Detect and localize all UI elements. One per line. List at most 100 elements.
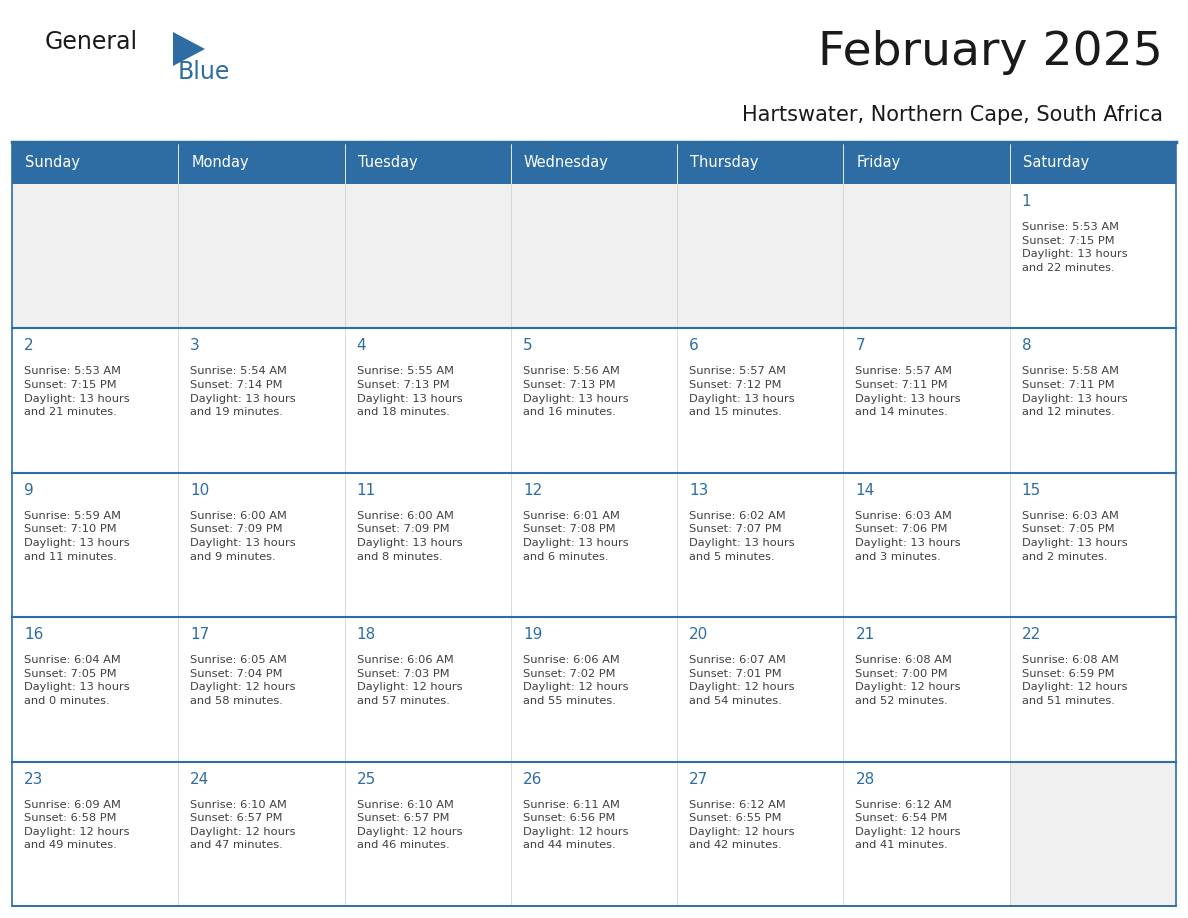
Text: Sunrise: 6:04 AM
Sunset: 7:05 PM
Daylight: 13 hours
and 0 minutes.: Sunrise: 6:04 AM Sunset: 7:05 PM Dayligh…: [24, 655, 129, 706]
Text: Sunrise: 6:07 AM
Sunset: 7:01 PM
Daylight: 12 hours
and 54 minutes.: Sunrise: 6:07 AM Sunset: 7:01 PM Dayligh…: [689, 655, 795, 706]
Bar: [1010, 329, 1176, 473]
Bar: [843, 762, 1010, 906]
Bar: [12, 142, 178, 184]
Text: Sunrise: 6:00 AM
Sunset: 7:09 PM
Daylight: 13 hours
and 9 minutes.: Sunrise: 6:00 AM Sunset: 7:09 PM Dayligh…: [190, 510, 296, 562]
Text: Sunrise: 6:02 AM
Sunset: 7:07 PM
Daylight: 13 hours
and 5 minutes.: Sunrise: 6:02 AM Sunset: 7:07 PM Dayligh…: [689, 510, 795, 562]
Bar: [843, 617, 1010, 762]
Bar: [178, 184, 345, 329]
Bar: [677, 473, 843, 617]
Text: Sunrise: 6:12 AM
Sunset: 6:54 PM
Daylight: 12 hours
and 41 minutes.: Sunrise: 6:12 AM Sunset: 6:54 PM Dayligh…: [855, 800, 961, 850]
Text: 12: 12: [523, 483, 542, 498]
Text: Sunrise: 6:08 AM
Sunset: 6:59 PM
Daylight: 12 hours
and 51 minutes.: Sunrise: 6:08 AM Sunset: 6:59 PM Dayligh…: [1022, 655, 1127, 706]
Bar: [511, 617, 677, 762]
Bar: [511, 184, 677, 329]
Text: Sunrise: 6:08 AM
Sunset: 7:00 PM
Daylight: 12 hours
and 52 minutes.: Sunrise: 6:08 AM Sunset: 7:00 PM Dayligh…: [855, 655, 961, 706]
Text: 17: 17: [190, 627, 209, 643]
Text: Sunrise: 5:53 AM
Sunset: 7:15 PM
Daylight: 13 hours
and 21 minutes.: Sunrise: 5:53 AM Sunset: 7:15 PM Dayligh…: [24, 366, 129, 417]
Text: 22: 22: [1022, 627, 1041, 643]
Text: Sunrise: 6:12 AM
Sunset: 6:55 PM
Daylight: 12 hours
and 42 minutes.: Sunrise: 6:12 AM Sunset: 6:55 PM Dayligh…: [689, 800, 795, 850]
Text: Sunrise: 6:01 AM
Sunset: 7:08 PM
Daylight: 13 hours
and 6 minutes.: Sunrise: 6:01 AM Sunset: 7:08 PM Dayligh…: [523, 510, 628, 562]
Bar: [345, 617, 511, 762]
Bar: [511, 142, 677, 184]
Bar: [178, 142, 345, 184]
Text: February 2025: February 2025: [819, 30, 1163, 75]
Bar: [1010, 762, 1176, 906]
Text: 11: 11: [356, 483, 375, 498]
Text: Sunrise: 5:54 AM
Sunset: 7:14 PM
Daylight: 13 hours
and 19 minutes.: Sunrise: 5:54 AM Sunset: 7:14 PM Dayligh…: [190, 366, 296, 417]
Text: 6: 6: [689, 339, 699, 353]
Text: 24: 24: [190, 772, 209, 787]
Text: 23: 23: [24, 772, 44, 787]
Text: Tuesday: Tuesday: [358, 155, 417, 171]
Text: 25: 25: [356, 772, 375, 787]
Text: 26: 26: [523, 772, 542, 787]
Text: Sunrise: 5:57 AM
Sunset: 7:11 PM
Daylight: 13 hours
and 14 minutes.: Sunrise: 5:57 AM Sunset: 7:11 PM Dayligh…: [855, 366, 961, 417]
Bar: [677, 762, 843, 906]
Text: Sunrise: 6:00 AM
Sunset: 7:09 PM
Daylight: 13 hours
and 8 minutes.: Sunrise: 6:00 AM Sunset: 7:09 PM Dayligh…: [356, 510, 462, 562]
Text: Sunrise: 6:09 AM
Sunset: 6:58 PM
Daylight: 12 hours
and 49 minutes.: Sunrise: 6:09 AM Sunset: 6:58 PM Dayligh…: [24, 800, 129, 850]
Bar: [345, 142, 511, 184]
Text: 27: 27: [689, 772, 708, 787]
Text: Monday: Monday: [191, 155, 249, 171]
Bar: [1010, 142, 1176, 184]
Text: 5: 5: [523, 339, 532, 353]
Text: 21: 21: [855, 627, 874, 643]
Text: Sunrise: 5:53 AM
Sunset: 7:15 PM
Daylight: 13 hours
and 22 minutes.: Sunrise: 5:53 AM Sunset: 7:15 PM Dayligh…: [1022, 222, 1127, 273]
Bar: [511, 762, 677, 906]
Bar: [12, 617, 178, 762]
Bar: [677, 617, 843, 762]
Text: Sunday: Sunday: [25, 155, 80, 171]
Bar: [12, 329, 178, 473]
Text: 2: 2: [24, 339, 33, 353]
Text: Sunrise: 6:05 AM
Sunset: 7:04 PM
Daylight: 12 hours
and 58 minutes.: Sunrise: 6:05 AM Sunset: 7:04 PM Dayligh…: [190, 655, 296, 706]
Text: 14: 14: [855, 483, 874, 498]
Bar: [843, 473, 1010, 617]
Text: Blue: Blue: [178, 60, 230, 84]
Text: Sunrise: 6:06 AM
Sunset: 7:03 PM
Daylight: 12 hours
and 57 minutes.: Sunrise: 6:06 AM Sunset: 7:03 PM Dayligh…: [356, 655, 462, 706]
Text: Thursday: Thursday: [690, 155, 759, 171]
Bar: [345, 762, 511, 906]
Bar: [677, 142, 843, 184]
Bar: [345, 184, 511, 329]
Text: 20: 20: [689, 627, 708, 643]
Text: 13: 13: [689, 483, 708, 498]
Bar: [677, 184, 843, 329]
Text: Sunrise: 6:10 AM
Sunset: 6:57 PM
Daylight: 12 hours
and 46 minutes.: Sunrise: 6:10 AM Sunset: 6:57 PM Dayligh…: [356, 800, 462, 850]
Text: Sunrise: 6:10 AM
Sunset: 6:57 PM
Daylight: 12 hours
and 47 minutes.: Sunrise: 6:10 AM Sunset: 6:57 PM Dayligh…: [190, 800, 296, 850]
Text: 8: 8: [1022, 339, 1031, 353]
Text: Sunrise: 5:55 AM
Sunset: 7:13 PM
Daylight: 13 hours
and 18 minutes.: Sunrise: 5:55 AM Sunset: 7:13 PM Dayligh…: [356, 366, 462, 417]
Text: Sunrise: 6:11 AM
Sunset: 6:56 PM
Daylight: 12 hours
and 44 minutes.: Sunrise: 6:11 AM Sunset: 6:56 PM Dayligh…: [523, 800, 628, 850]
Bar: [12, 142, 1176, 906]
Bar: [345, 329, 511, 473]
Text: Sunrise: 6:03 AM
Sunset: 7:06 PM
Daylight: 13 hours
and 3 minutes.: Sunrise: 6:03 AM Sunset: 7:06 PM Dayligh…: [855, 510, 961, 562]
Bar: [12, 762, 178, 906]
Text: 10: 10: [190, 483, 209, 498]
Text: 18: 18: [356, 627, 375, 643]
Bar: [843, 329, 1010, 473]
Text: 1: 1: [1022, 194, 1031, 209]
Text: Sunrise: 5:59 AM
Sunset: 7:10 PM
Daylight: 13 hours
and 11 minutes.: Sunrise: 5:59 AM Sunset: 7:10 PM Dayligh…: [24, 510, 129, 562]
Polygon shape: [173, 32, 206, 66]
Text: 7: 7: [855, 339, 865, 353]
Text: 28: 28: [855, 772, 874, 787]
Bar: [511, 329, 677, 473]
Text: Hartswater, Northern Cape, South Africa: Hartswater, Northern Cape, South Africa: [742, 105, 1163, 125]
Bar: [677, 329, 843, 473]
Text: Sunrise: 5:57 AM
Sunset: 7:12 PM
Daylight: 13 hours
and 15 minutes.: Sunrise: 5:57 AM Sunset: 7:12 PM Dayligh…: [689, 366, 795, 417]
Text: General: General: [45, 30, 138, 54]
Bar: [178, 473, 345, 617]
Bar: [1010, 617, 1176, 762]
Text: 16: 16: [24, 627, 44, 643]
Bar: [843, 142, 1010, 184]
Bar: [843, 184, 1010, 329]
Bar: [12, 473, 178, 617]
Text: 3: 3: [190, 339, 200, 353]
Bar: [1010, 473, 1176, 617]
Text: Sunrise: 6:03 AM
Sunset: 7:05 PM
Daylight: 13 hours
and 2 minutes.: Sunrise: 6:03 AM Sunset: 7:05 PM Dayligh…: [1022, 510, 1127, 562]
Bar: [511, 473, 677, 617]
Text: 4: 4: [356, 339, 366, 353]
Bar: [178, 617, 345, 762]
Text: 19: 19: [523, 627, 542, 643]
Text: Sunrise: 5:56 AM
Sunset: 7:13 PM
Daylight: 13 hours
and 16 minutes.: Sunrise: 5:56 AM Sunset: 7:13 PM Dayligh…: [523, 366, 628, 417]
Text: Friday: Friday: [857, 155, 901, 171]
